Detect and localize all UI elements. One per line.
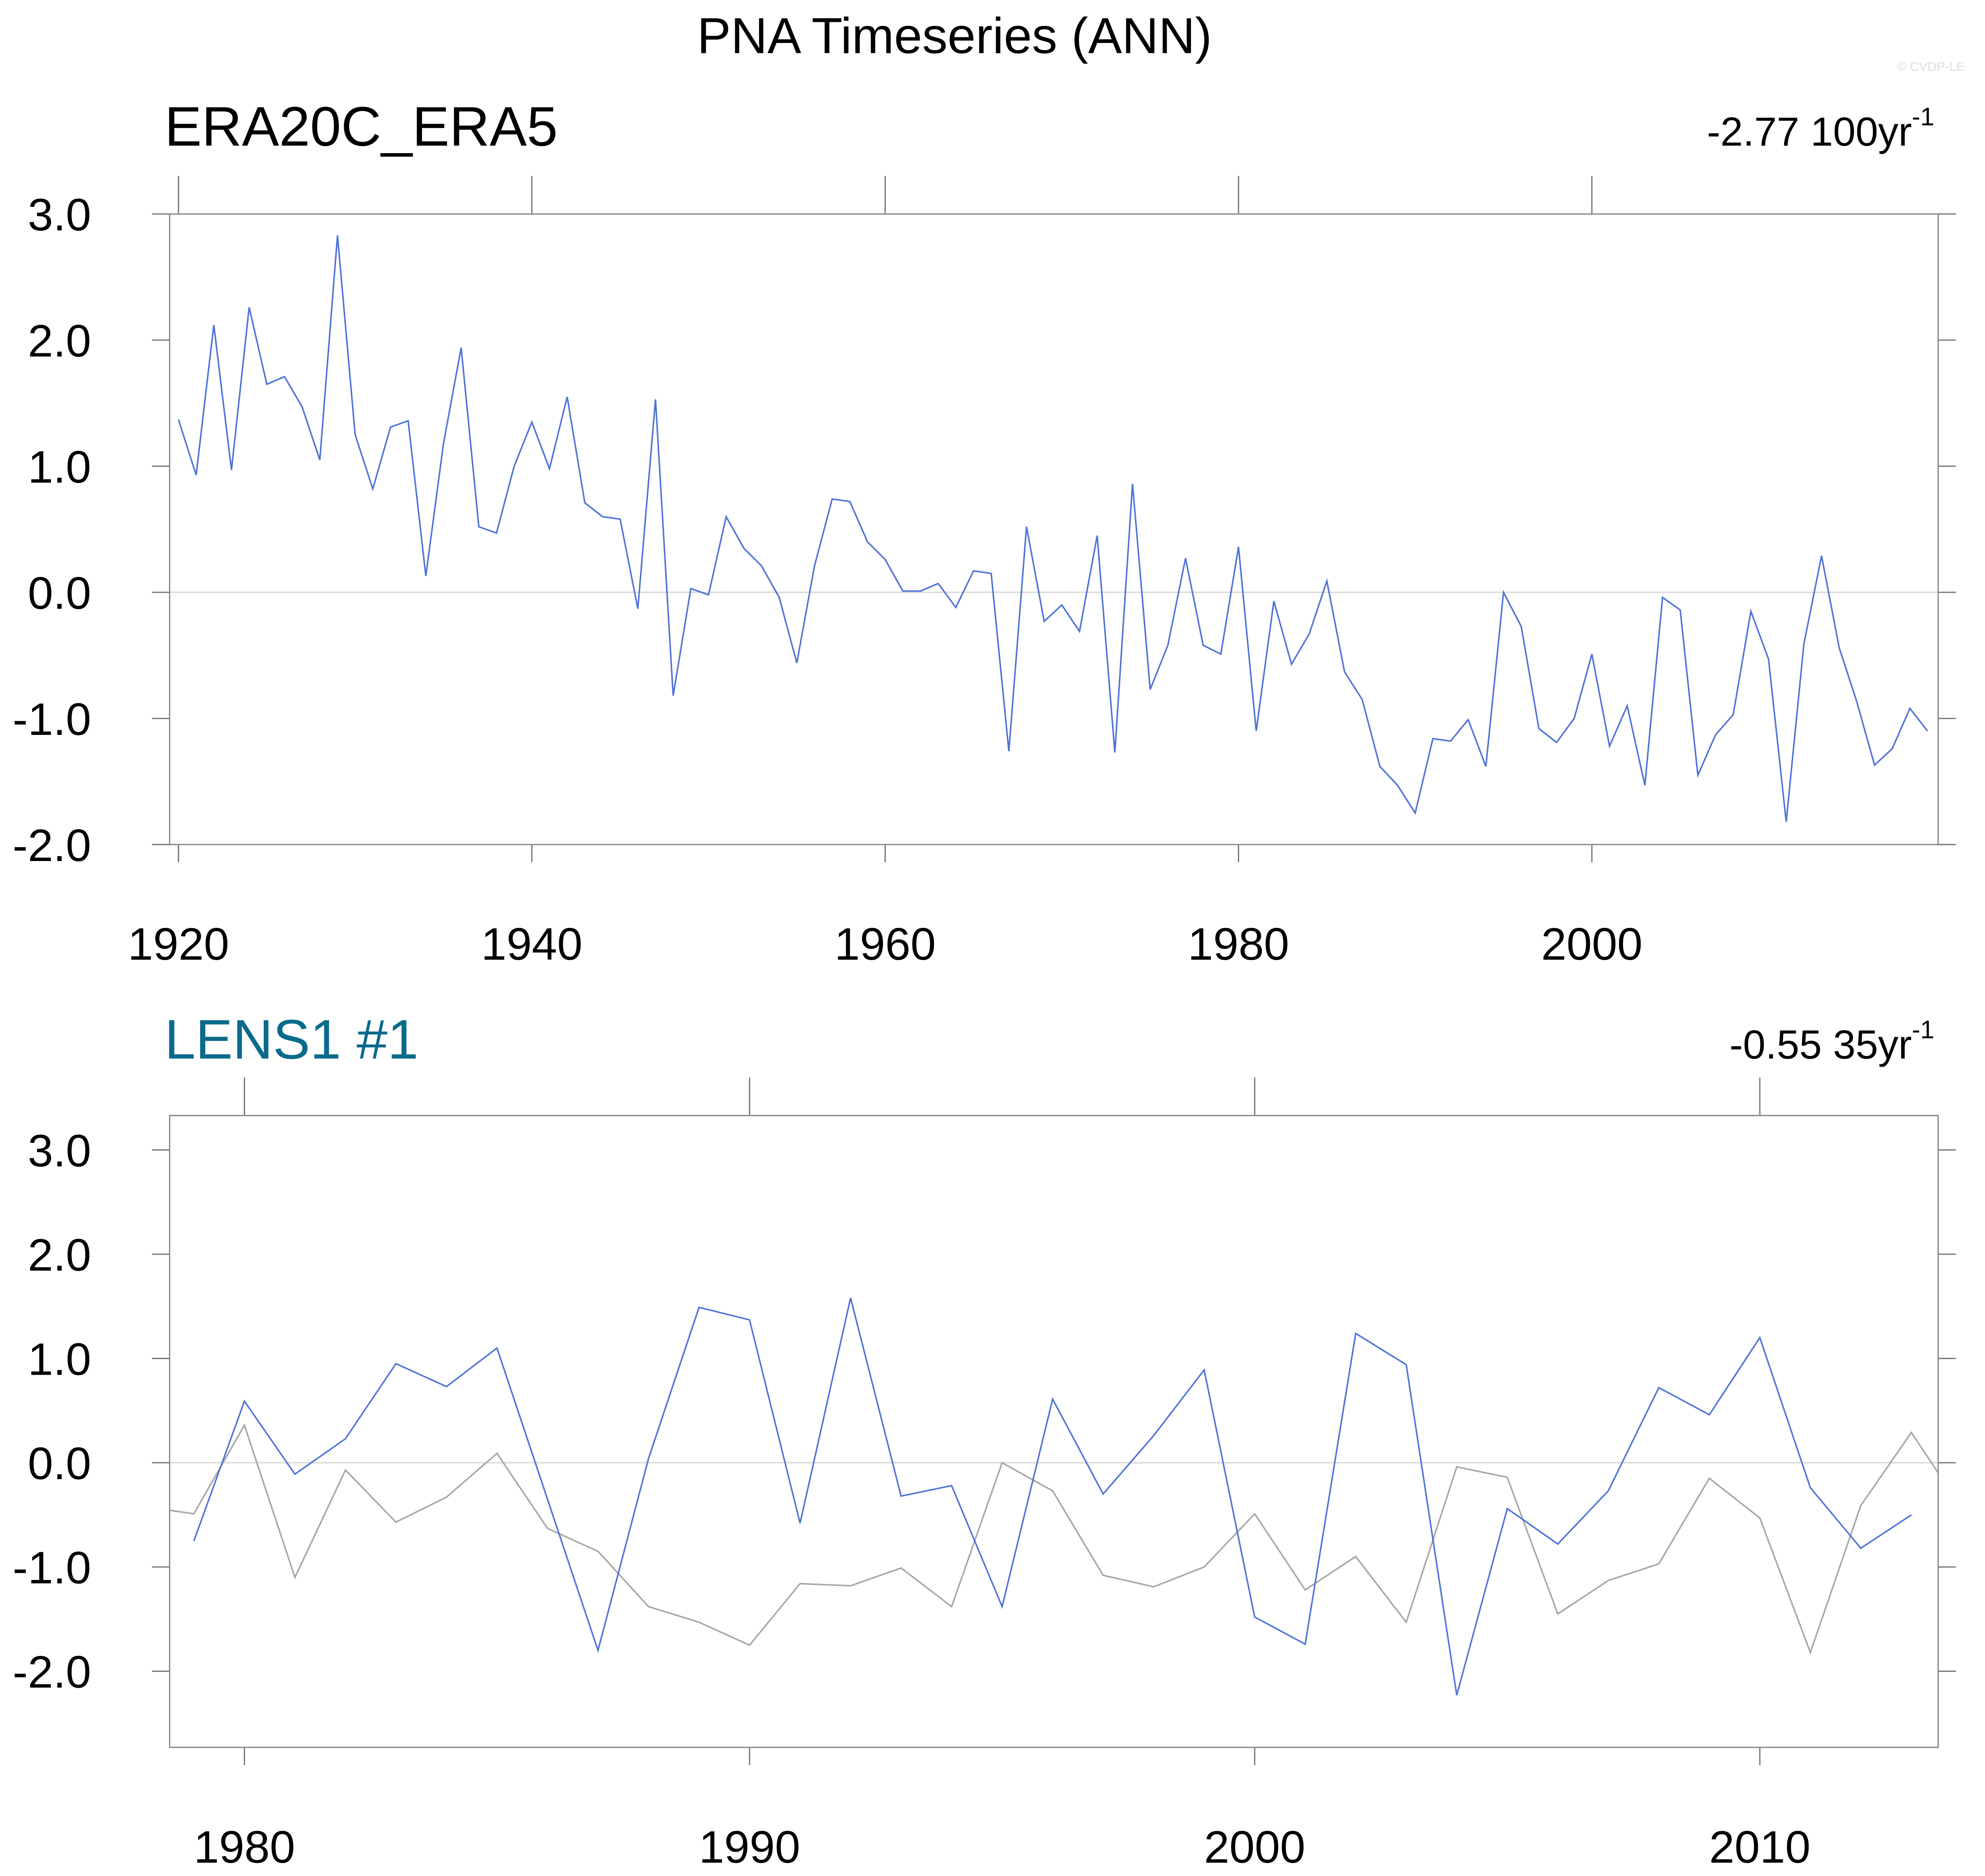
x-tick-label: 1940	[481, 919, 583, 970]
y-tick-label: 1.0	[28, 1334, 91, 1385]
x-tick-label: 1980	[194, 1821, 295, 1872]
trend-value: -0.55 35yr	[1730, 1022, 1912, 1067]
chart-title: LENS1 #1	[165, 1008, 418, 1070]
trend-value: -2.77 100yr	[1707, 109, 1912, 154]
x-tick-label: 1980	[1188, 919, 1289, 970]
y-tick-label: 2.0	[28, 316, 91, 366]
series-line	[193, 1297, 1912, 1696]
y-tick-label: 1.0	[28, 442, 91, 493]
x-tick-label: 1960	[835, 919, 936, 970]
x-tick-label: 2000	[1541, 919, 1642, 970]
series-line	[169, 1423, 1938, 1655]
x-tick-label: 1920	[128, 919, 229, 970]
x-tick-label: 2010	[1709, 1821, 1811, 1872]
y-tick-label: -2.0	[13, 1647, 91, 1698]
trend-exponent: -1	[1912, 103, 1934, 131]
y-tick-label: 2.0	[28, 1230, 91, 1281]
series-line	[177, 235, 1929, 822]
y-tick-label: 3.0	[28, 189, 91, 240]
y-tick-label: 3.0	[28, 1126, 91, 1177]
x-tick-label: 1990	[699, 1821, 800, 1872]
y-tick-label: 0.0	[28, 1438, 91, 1489]
y-tick-label: -2.0	[13, 820, 91, 871]
panel: LENS1 #1 -0.55 35yr-1 3.0 2.0 1.0 0.0 -1.0 -2.0…	[13, 1008, 1956, 1872]
plot-frame	[169, 1115, 1939, 1748]
x-tick-label: 2000	[1204, 1821, 1306, 1872]
y-tick-label: -1.0	[13, 1543, 91, 1594]
panel: ERA20C_ERA5 -2.77 100yr-1 3.0 2.0 1.0 0.0 -1.0…	[13, 95, 1956, 970]
plot-frame	[169, 213, 1939, 845]
trend-exponent: -1	[1912, 1016, 1934, 1044]
page-title: PNA Timeseries (ANN)	[697, 8, 1212, 64]
chart-title: ERA20C_ERA5	[165, 95, 558, 158]
trend-label: -0.55 35yr-1	[1730, 1016, 1934, 1068]
y-tick-label: 0.0	[28, 568, 91, 619]
watermark: © CVDP-LE	[1897, 59, 1965, 74]
y-tick-label: -1.0	[13, 694, 91, 745]
trend-label: -2.77 100yr-1	[1707, 103, 1934, 154]
